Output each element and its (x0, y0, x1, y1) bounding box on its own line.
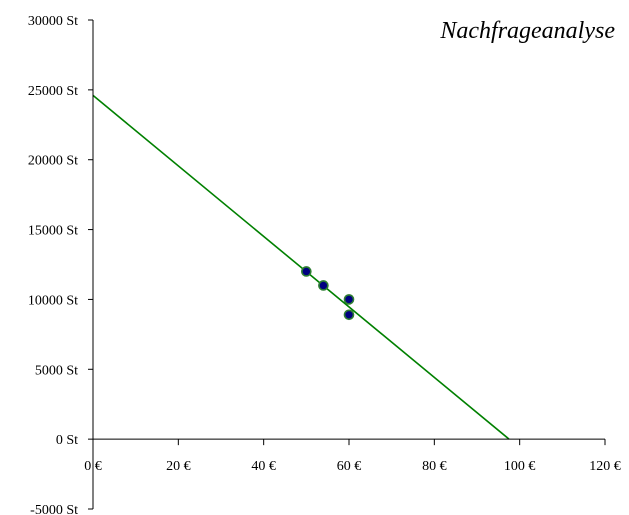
y-tick-label: 25000 St (28, 84, 78, 99)
trend-line-layer (92, 94, 510, 440)
y-tick-label: 10000 St (28, 293, 78, 308)
x-tick-label: 0 € (84, 459, 102, 474)
x-tick-label: 20 € (166, 459, 191, 474)
axes (88, 19, 606, 510)
x-tick-label: 80 € (422, 459, 447, 474)
data-point (318, 280, 329, 291)
x-tick-label: 120 € (589, 459, 621, 474)
x-tick-label: 100 € (504, 459, 536, 474)
x-tick-label: 60 € (337, 459, 362, 474)
data-point (343, 294, 355, 305)
data-point (343, 309, 355, 321)
trend-line (92, 94, 510, 440)
y-tick-labels: -5000 St 0 St 5000 St 10000 St 15000 St 20000… (28, 14, 78, 515)
y-tick-label: -5000 St (30, 503, 78, 515)
x-tick-labels: 0 € 20 € 40 € 60 € 80 € 100 € 120 € (84, 459, 621, 474)
data-point (301, 266, 312, 277)
scatter-points-layer (301, 266, 355, 321)
chart-title: Nachfrageanalyse (439, 18, 615, 44)
y-tick-label: 15000 St (28, 224, 78, 239)
y-tick-label: 5000 St (35, 363, 78, 378)
x-tick-label: 40 € (251, 459, 276, 474)
y-tick-label: 20000 St (28, 154, 78, 169)
y-tick-label: 0 St (56, 433, 78, 448)
y-tick-label: 30000 St (28, 14, 78, 29)
